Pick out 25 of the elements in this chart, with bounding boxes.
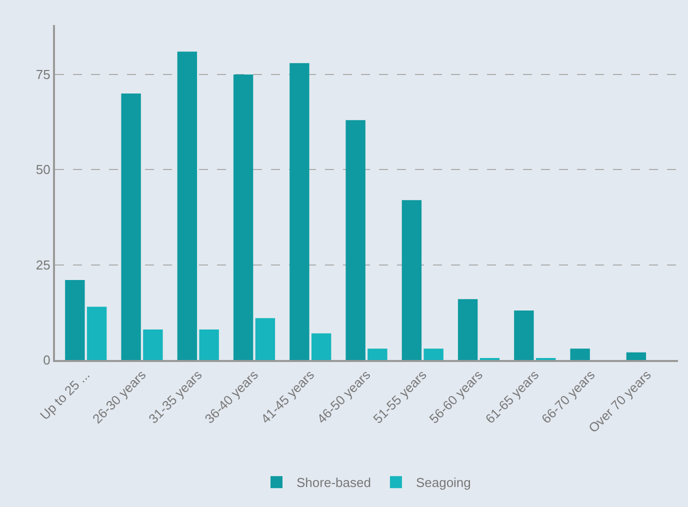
bar xyxy=(626,352,646,360)
bar xyxy=(233,74,254,360)
bar xyxy=(570,348,590,360)
legend-label: Seagoing xyxy=(416,475,471,490)
bar xyxy=(514,310,534,360)
y-tick-label: 75 xyxy=(36,67,50,82)
y-tick-label: 25 xyxy=(36,257,50,272)
bar xyxy=(143,330,163,360)
bar xyxy=(290,63,310,360)
bar xyxy=(65,280,85,360)
bar xyxy=(311,333,332,360)
bar xyxy=(424,348,444,360)
bar xyxy=(458,299,478,360)
bar xyxy=(346,120,366,360)
bar xyxy=(177,52,198,360)
x-tick-label: Up to 25 ... xyxy=(37,367,93,423)
bar xyxy=(121,94,141,360)
bar xyxy=(402,200,422,360)
bar xyxy=(86,306,107,360)
y-tick-label: 0 xyxy=(43,352,50,368)
bar xyxy=(255,318,276,360)
legend-label: Shore-based xyxy=(296,475,371,490)
y-tick-label: 50 xyxy=(36,162,50,178)
bar xyxy=(199,330,219,360)
bar xyxy=(368,348,388,360)
